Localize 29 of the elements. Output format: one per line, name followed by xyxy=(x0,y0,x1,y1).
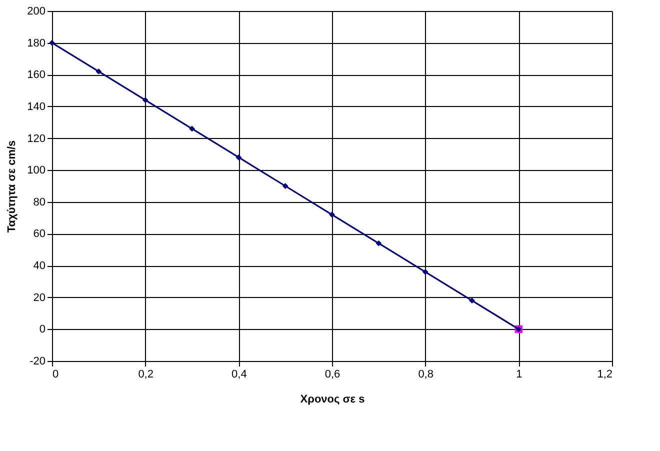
point xyxy=(329,212,335,218)
y-tick-label: 120 xyxy=(27,132,46,145)
y-tick-label: 140 xyxy=(27,100,46,113)
x-tick-label: 1,2 xyxy=(597,368,612,380)
y-tick-label: 0 xyxy=(39,324,46,336)
point xyxy=(236,154,242,160)
point xyxy=(422,268,428,275)
y-tick-label: 80 xyxy=(33,196,46,208)
point xyxy=(142,97,148,104)
x-tick-label: 0,2 xyxy=(138,368,154,380)
y-tick-label: 60 xyxy=(33,228,46,240)
y-tick-label: 160 xyxy=(27,69,46,82)
point xyxy=(376,240,382,246)
y-tick-label: 100 xyxy=(27,164,46,177)
x-tick-label: 0 xyxy=(52,368,59,380)
x-tick-label: 0,6 xyxy=(324,368,340,380)
y-tick-label: -20 xyxy=(30,356,46,368)
x-axis-title: Χρονος σε s xyxy=(300,394,365,406)
point xyxy=(282,183,288,189)
x-tick-label: 1 xyxy=(516,368,522,380)
y-tick-label: 40 xyxy=(33,260,46,272)
y-tick-label: 20 xyxy=(33,292,46,304)
point xyxy=(96,68,102,74)
y-axis-title: Ταχύτητα σε cm/s xyxy=(6,140,18,233)
y-tick-label: 200 xyxy=(27,6,46,18)
point xyxy=(189,126,195,132)
y-tick-label: 180 xyxy=(27,37,46,50)
x-tick-label: 0,4 xyxy=(232,368,247,380)
x-tick-label: 0,8 xyxy=(418,368,434,380)
